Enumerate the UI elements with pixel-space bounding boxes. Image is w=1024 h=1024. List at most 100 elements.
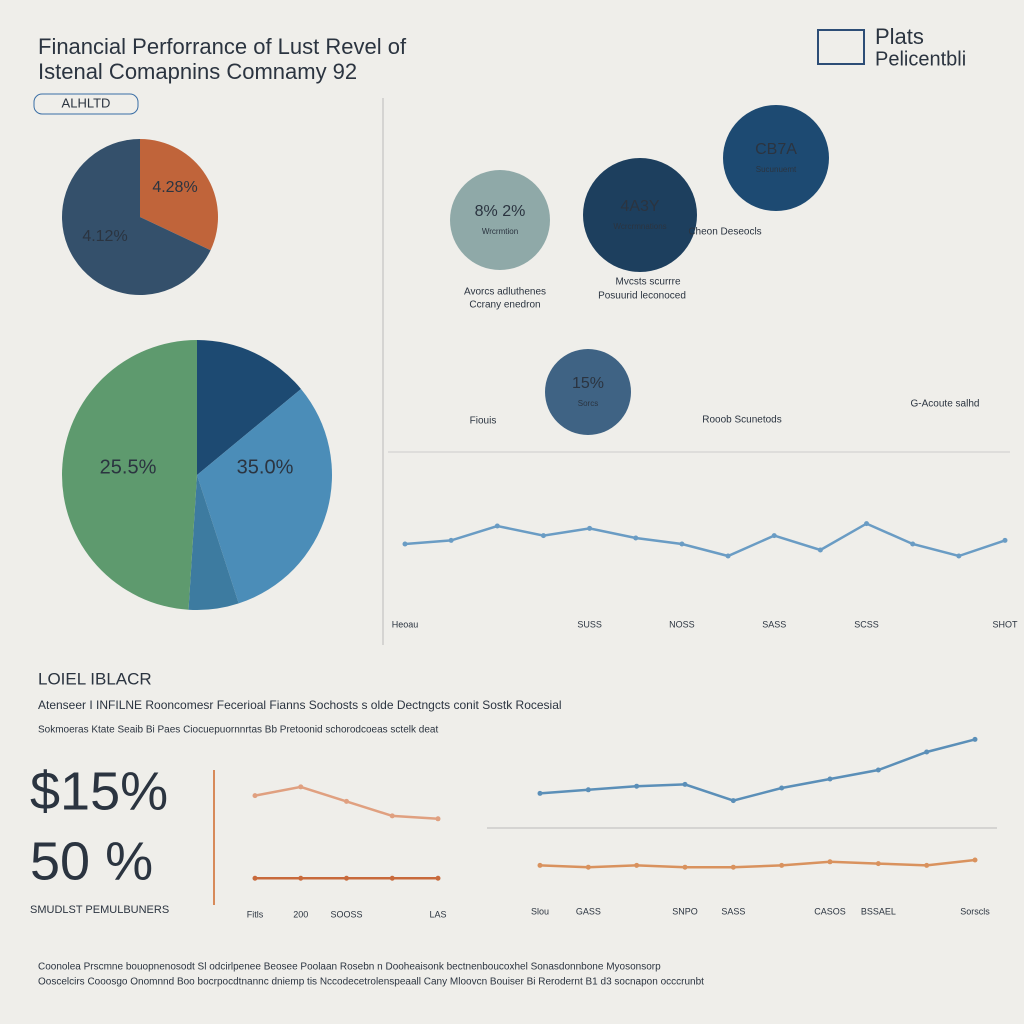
- x-tick-label: SASS: [762, 619, 786, 629]
- point: [972, 857, 978, 863]
- point: [633, 535, 639, 541]
- note: Rooob Scunetods: [702, 415, 782, 426]
- point: [389, 813, 395, 819]
- bubble-label: 15%: [572, 375, 604, 392]
- x-tick-label: SNPO: [672, 906, 698, 916]
- bubble-label: 4A3Y: [620, 198, 659, 215]
- point: [1002, 537, 1008, 543]
- point: [827, 859, 833, 865]
- pie-slice: [188, 475, 239, 610]
- badge-text: ALHLTD: [62, 95, 111, 110]
- title: Financial Perforrance of Lust Revel of: [38, 34, 407, 59]
- pie-label: 35.0%: [237, 456, 294, 478]
- point: [956, 553, 962, 559]
- point: [827, 776, 833, 782]
- x-tick-label: NOSS: [669, 619, 695, 629]
- bubble-sub: Wrcrmtion: [482, 227, 518, 236]
- title: Istenal Comapnins Comnamy 92: [38, 59, 357, 84]
- point: [494, 523, 500, 529]
- point: [298, 875, 304, 881]
- bubble-sub: Wcrcrmnations: [613, 222, 666, 231]
- stat: 50 %: [30, 831, 153, 891]
- bubble-label: CB7A: [755, 141, 797, 158]
- x-tick-label: Slou: [531, 906, 549, 916]
- point: [864, 521, 870, 527]
- bubble-sub: Sucunuemt: [756, 165, 797, 174]
- point: [725, 553, 731, 559]
- x-tick-label: CASOS: [814, 906, 846, 916]
- note: Ccrany enedron: [469, 300, 540, 311]
- point: [298, 784, 304, 790]
- bubble: [723, 105, 829, 211]
- note: G-Acoute salhd: [911, 399, 980, 410]
- footer: Coonolea Prscmne bouopnenosodt Sl odcirl…: [38, 962, 661, 973]
- logo: Pelicentbli: [875, 48, 966, 70]
- point: [252, 875, 258, 881]
- x-tick-label: Heoau: [392, 619, 419, 629]
- x-tick-label: SASS: [721, 906, 745, 916]
- bubble-sub: Sorcs: [578, 399, 598, 408]
- x-tick-label: Fitls: [247, 909, 264, 919]
- x-tick-label: LAS: [429, 909, 446, 919]
- bubble-label: 8% 2%: [475, 203, 526, 220]
- point: [402, 541, 408, 547]
- section-heading: LOIEL IBLACR: [38, 669, 152, 688]
- footer: Ooscelcirs Cooosgo Onomnnd Boo bocrpocdt…: [38, 977, 704, 988]
- x-tick-label: Sorscls: [960, 906, 990, 916]
- x-tick-label: SOOSS: [330, 909, 362, 919]
- point: [435, 875, 441, 881]
- point: [435, 816, 441, 822]
- note: Posuurid leconoced: [598, 291, 686, 302]
- point: [448, 537, 454, 543]
- point: [875, 861, 881, 867]
- logo: Plats: [875, 24, 924, 49]
- point: [730, 864, 736, 870]
- point: [587, 525, 593, 531]
- pie-label: 4.28%: [152, 179, 197, 196]
- x-tick-label: SUSS: [577, 619, 602, 629]
- point: [771, 533, 777, 539]
- point: [344, 798, 349, 804]
- point: [679, 541, 685, 547]
- bubble: [583, 158, 697, 272]
- point: [585, 787, 591, 793]
- stat: $15%: [30, 761, 168, 821]
- section-subheading: Atenseer I INFILNE Rooncomesr Fecerioal …: [38, 698, 562, 712]
- point: [730, 798, 736, 804]
- x-tick-label: SCSS: [854, 619, 879, 629]
- line: [404, 522, 1006, 558]
- pie-slice: [140, 139, 218, 251]
- point: [252, 793, 258, 799]
- point: [537, 790, 543, 796]
- x-tick-label: SHOT: [992, 619, 1018, 629]
- point: [634, 783, 640, 789]
- pie-slice: [62, 340, 198, 610]
- x-tick-label: BSSAEL: [861, 906, 896, 916]
- stat-caption: SMUDLST PEMULBUNERS: [30, 904, 169, 916]
- pie-slice: [197, 340, 302, 475]
- x-tick-label: GASS: [576, 906, 601, 916]
- point: [634, 862, 640, 868]
- pie-slice: [197, 388, 333, 604]
- note: Avorcs adluthenes: [464, 287, 546, 298]
- bubble: [450, 170, 550, 270]
- badge: [33, 93, 139, 115]
- point: [875, 767, 881, 773]
- note: Cheon Deseocls: [688, 227, 761, 238]
- point: [537, 862, 543, 868]
- line: [539, 858, 976, 869]
- point: [389, 875, 395, 881]
- point: [682, 781, 688, 787]
- line: [539, 738, 976, 802]
- x-tick-label: 200: [293, 909, 308, 919]
- point: [779, 785, 785, 791]
- point: [924, 862, 930, 868]
- pie-slice: [62, 139, 211, 295]
- pie-label: 25.5%: [100, 456, 157, 478]
- point: [585, 864, 591, 870]
- bubble: [545, 349, 631, 435]
- note: Fiouis: [470, 416, 497, 427]
- point: [972, 736, 978, 742]
